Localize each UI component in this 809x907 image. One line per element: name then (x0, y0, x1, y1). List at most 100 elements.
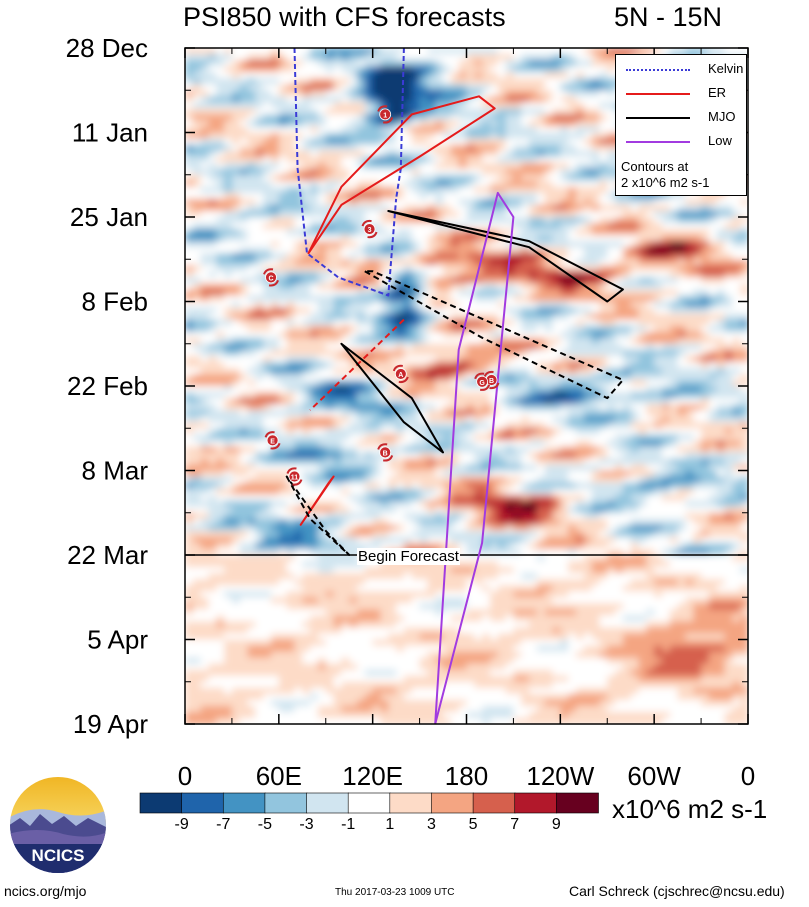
heatmap-cell (396, 398, 405, 405)
heatmap-cell (575, 452, 585, 460)
heatmap-cell (372, 416, 382, 423)
heatmap-cell (427, 289, 436, 297)
heatmap-cell (458, 132, 468, 140)
heatmap-cell (216, 379, 225, 387)
heatmap-cell (372, 325, 382, 333)
heatmap-cell (497, 186, 507, 194)
heatmap-cell (396, 72, 405, 79)
heatmap-cell (544, 102, 554, 109)
heatmap-cell (286, 416, 296, 423)
heatmap-cell (255, 210, 264, 218)
heatmap-cell (302, 361, 311, 369)
heatmap-cell (294, 210, 303, 218)
heatmap-cell (474, 277, 483, 284)
heatmap-cell (271, 319, 280, 327)
heatmap-cell (419, 283, 429, 291)
heatmap-cell (364, 150, 374, 158)
heatmap-cell (724, 198, 733, 206)
heatmap-cell (505, 386, 515, 393)
heatmap-cell (443, 162, 452, 170)
heatmap-cell (552, 223, 561, 230)
heatmap-cell (615, 295, 624, 303)
heatmap-cell (419, 174, 429, 182)
heatmap-cell (302, 138, 311, 146)
heatmap-cell (529, 132, 538, 140)
heatmap-cell (708, 313, 718, 321)
heatmap-cell (458, 102, 468, 109)
heatmap-cell (708, 452, 718, 460)
heatmap-cell (505, 398, 515, 405)
heatmap-cell (724, 295, 733, 303)
heatmap-cell (474, 446, 483, 453)
heatmap-cell (466, 253, 475, 260)
heatmap-cell (591, 120, 601, 128)
heatmap-cell (310, 452, 319, 460)
heatmap-cell (357, 78, 366, 85)
heatmap-cell (724, 259, 733, 266)
heatmap-cell (724, 319, 733, 327)
heatmap-cell (544, 416, 554, 423)
heatmap-cell (568, 398, 577, 405)
heatmap-cell (677, 283, 687, 291)
heatmap-cell (740, 355, 748, 363)
heatmap-cell (216, 355, 225, 363)
heatmap-cell (357, 337, 366, 345)
heatmap-cell (208, 223, 217, 230)
heatmap-cell (599, 277, 608, 284)
heatmap-cell (513, 90, 522, 97)
heatmap-cell (396, 84, 405, 91)
heatmap-cell (192, 464, 202, 472)
heatmap-cell (466, 132, 475, 140)
heatmap-cell (263, 96, 272, 103)
heatmap-cell (224, 210, 233, 218)
heatmap-cell (192, 386, 202, 393)
heatmap-cell (255, 277, 264, 284)
heatmap-cell (607, 265, 616, 272)
heatmap-cell (443, 367, 452, 375)
heatmap-layer (185, 48, 748, 724)
heatmap-cell (443, 229, 452, 236)
heatmap-cell (435, 392, 444, 399)
heatmap-cell (349, 102, 358, 109)
heatmap-cell (364, 259, 374, 266)
heatmap-cell (575, 223, 585, 230)
heatmap-cell (341, 162, 350, 170)
heatmap-cell (599, 241, 608, 248)
heatmap-cell (740, 410, 748, 417)
heatmap-cell (607, 54, 616, 61)
heatmap-cell (599, 434, 608, 441)
heatmap-cell (458, 259, 468, 266)
heatmap-cell (419, 337, 429, 345)
heatmap-cell (396, 277, 405, 284)
heatmap-cell (419, 410, 429, 417)
heatmap-cell (513, 373, 522, 381)
heatmap-cell (552, 138, 561, 146)
heatmap-cell (278, 126, 288, 134)
heatmap-cell (200, 452, 210, 460)
heatmap-cell (208, 217, 217, 224)
heatmap-cell (216, 392, 225, 399)
heatmap-cell (388, 138, 397, 146)
heatmap-cell (364, 428, 374, 435)
heatmap-cell (247, 114, 256, 122)
heatmap-cell (568, 198, 577, 206)
heatmap-cell (521, 410, 530, 417)
heatmap-cell (364, 198, 374, 206)
heatmap-cell (716, 307, 726, 315)
heatmap-cell (622, 247, 632, 254)
heatmap-cell (474, 210, 483, 218)
heatmap-cell (458, 174, 468, 182)
heatmap-cell (357, 102, 366, 109)
heatmap-cell (529, 313, 538, 321)
heatmap-cell (341, 319, 350, 327)
heatmap-cell (568, 452, 577, 460)
heatmap-cell (505, 434, 515, 441)
heatmap-cell (669, 349, 679, 357)
heatmap-cell (239, 150, 249, 158)
heatmap-cell (357, 156, 366, 164)
heatmap-cell (466, 277, 475, 284)
heatmap-cell (349, 120, 358, 128)
heatmap-cell (286, 452, 296, 460)
heatmap-cell (247, 186, 256, 194)
heatmap-cell (661, 452, 671, 460)
